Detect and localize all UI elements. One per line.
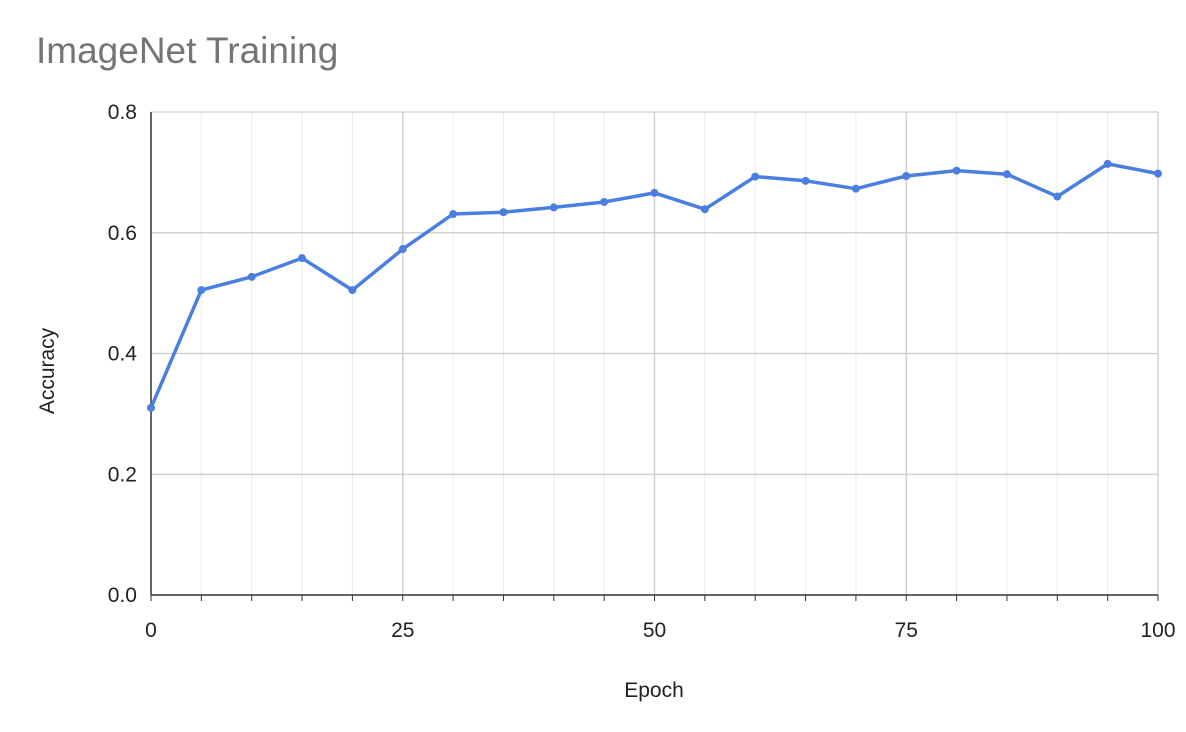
y-axis-label: Accuracy xyxy=(36,327,59,414)
data-point xyxy=(1053,192,1062,201)
data-point xyxy=(1002,170,1011,179)
data-point xyxy=(499,208,508,217)
chart-title: ImageNet Training xyxy=(36,30,339,71)
data-point xyxy=(952,166,961,175)
data-point xyxy=(449,210,458,219)
data-point xyxy=(348,286,357,295)
data-point xyxy=(801,176,810,185)
grid xyxy=(151,111,1159,595)
y-tick-label: 0.4 xyxy=(108,343,138,366)
data-point xyxy=(600,197,609,206)
x-tick-label: 0 xyxy=(145,619,157,642)
data-point xyxy=(549,203,558,212)
y-tick-label: 0.6 xyxy=(108,222,137,245)
data-point xyxy=(197,286,206,295)
y-tick-label: 0.2 xyxy=(108,463,137,486)
data-point xyxy=(398,245,407,254)
data-point xyxy=(147,403,155,412)
x-tick-label: 75 xyxy=(895,619,918,642)
data-point xyxy=(851,184,860,193)
x-tick-labels: 0 25 50 75 100 xyxy=(145,619,1175,642)
data-point xyxy=(700,205,709,214)
series-line-group xyxy=(147,159,1162,412)
y-tick-label: 0.8 xyxy=(108,101,137,124)
data-point xyxy=(298,254,307,263)
x-tick-label: 50 xyxy=(643,619,666,642)
data-point xyxy=(1103,159,1112,168)
axes xyxy=(150,112,1159,601)
y-tick-labels: 0.0 0.2 0.4 0.6 0.8 xyxy=(108,101,138,607)
data-point xyxy=(751,172,760,181)
data-point xyxy=(247,272,256,281)
data-point xyxy=(1154,169,1162,178)
data-point xyxy=(902,171,911,180)
data-point xyxy=(650,188,659,197)
x-tick-label: 100 xyxy=(1140,619,1175,642)
x-tick-label: 25 xyxy=(391,619,414,642)
y-tick-label: 0.0 xyxy=(108,584,137,607)
x-axis-label: Epoch xyxy=(624,679,684,702)
